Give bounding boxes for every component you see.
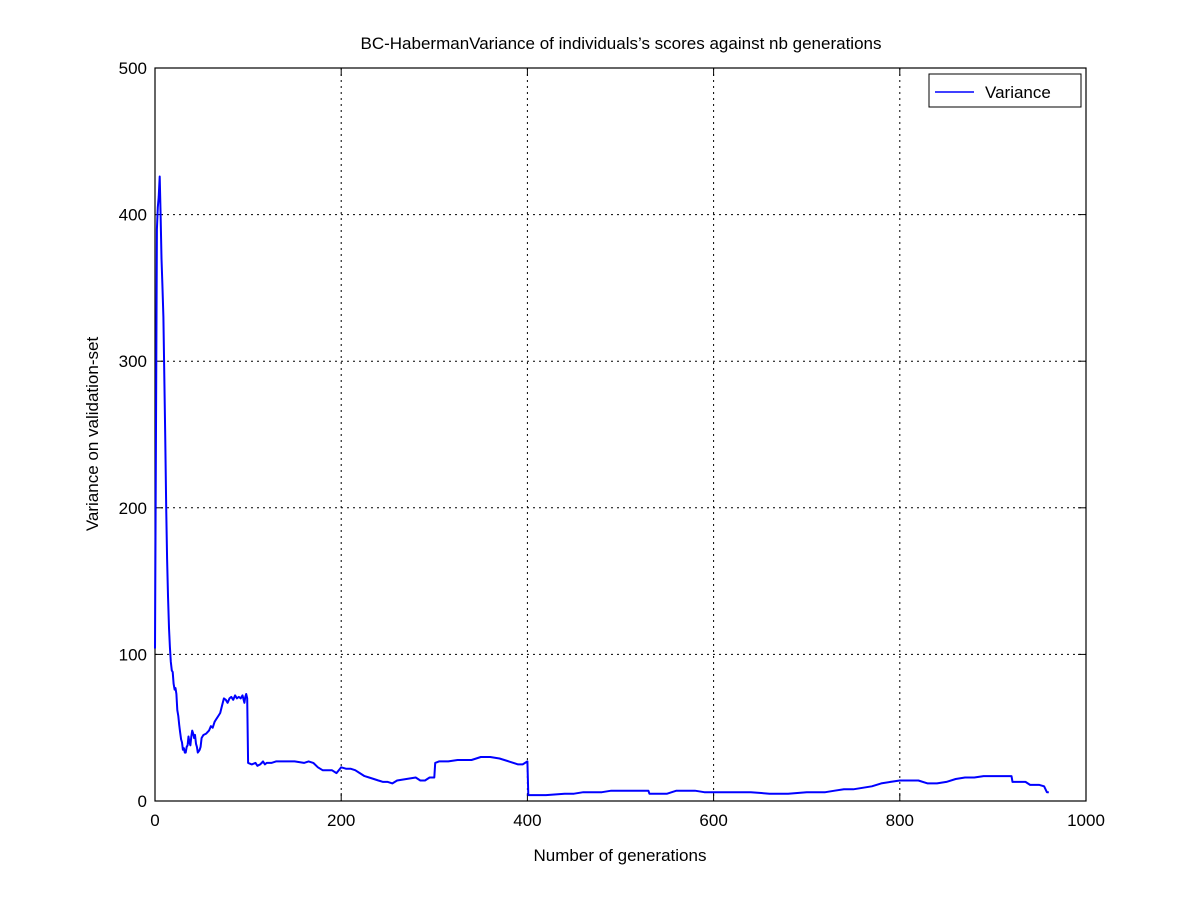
legend-label-variance: Variance bbox=[985, 83, 1051, 102]
series-line-variance bbox=[154, 175, 1049, 797]
x-tick-label: 200 bbox=[327, 811, 355, 830]
y-tick-label: 0 bbox=[138, 792, 147, 811]
y-axis-label: Variance on validation-set bbox=[83, 337, 102, 532]
chart-title: BC-HabermanVariance of individuals’s sco… bbox=[361, 34, 882, 53]
x-tick-labels: 0 200 400 600 800 1000 bbox=[150, 811, 1105, 830]
series-layer bbox=[154, 175, 1049, 797]
gridlines bbox=[155, 68, 1086, 801]
y-tick-label: 100 bbox=[119, 645, 147, 664]
x-tick-label: 800 bbox=[886, 811, 914, 830]
y-tick-label: 500 bbox=[119, 59, 147, 78]
y-tick-label: 300 bbox=[119, 352, 147, 371]
x-tick-label: 400 bbox=[513, 811, 541, 830]
legend: Variance bbox=[928, 73, 1082, 108]
axis-ticks bbox=[154, 67, 1087, 802]
x-tick-label: 1000 bbox=[1067, 811, 1105, 830]
y-tick-label: 400 bbox=[119, 206, 147, 225]
y-tick-label: 200 bbox=[119, 499, 147, 518]
x-tick-label: 0 bbox=[150, 811, 159, 830]
y-tick-labels: 0 100 200 300 400 500 bbox=[119, 59, 147, 811]
x-tick-label: 600 bbox=[699, 811, 727, 830]
legend-box bbox=[928, 73, 1082, 108]
x-axis-label: Number of generations bbox=[534, 846, 707, 865]
